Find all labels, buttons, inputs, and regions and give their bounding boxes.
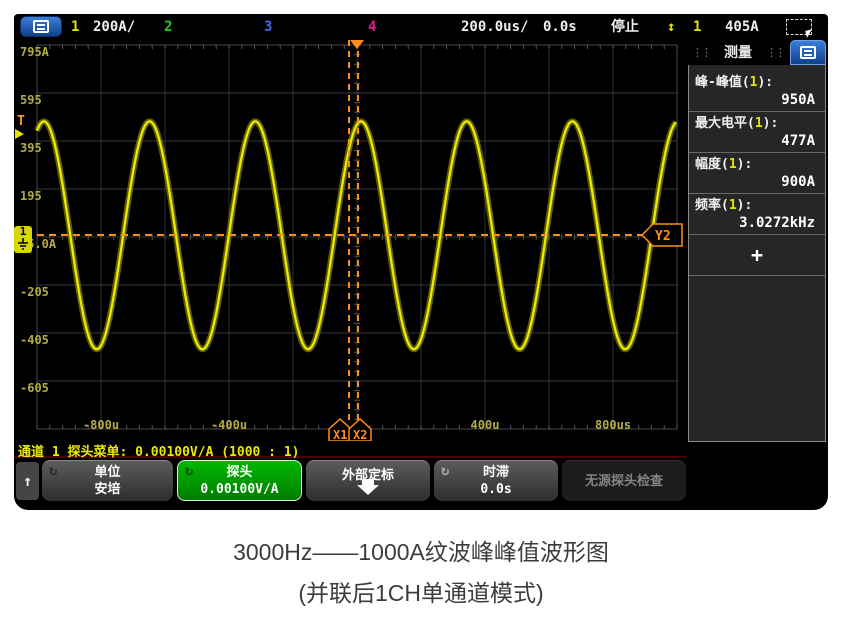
channel-3-label[interactable]: 3 (264, 19, 273, 35)
measurement-label: 峰-峰值(1): (695, 75, 774, 90)
trigger-position-marker-icon[interactable] (350, 40, 364, 49)
cursor-y2-label: Y2 (655, 229, 671, 244)
x-axis-label: -800u (82, 418, 120, 432)
caption-line-1: 3000Hz——1000A纹波峰峰值波形图 (233, 539, 609, 565)
channel-1-marker-number: 1 (19, 225, 27, 238)
y-axis-label: -405 (20, 333, 49, 347)
softkey-probe-check-button: 无源探头检查 (562, 460, 686, 501)
x-axis-label: -400u (210, 418, 248, 432)
y-axis-label: 195 (20, 189, 42, 203)
trigger-t-label: T (17, 114, 25, 129)
cursor-x2-label: X2 (353, 428, 367, 442)
waveform-plot: Y2 X1 X2 (34, 40, 683, 442)
y-axis-label: 395 (20, 141, 42, 155)
rotate-knob-icon: ↻ (441, 463, 450, 479)
measurement-value: 477A (781, 133, 815, 149)
y-axis-label: -605 (20, 381, 49, 395)
trigger-level-marker-icon[interactable] (15, 129, 24, 139)
menu-icon (33, 20, 49, 33)
panel-title: 测量 (724, 45, 752, 61)
measurement-row: 幅度(1): 900A (689, 153, 825, 194)
caption: 3000Hz——1000A纹波峰峰值波形图 (并联后1CH单通道模式) (0, 532, 842, 614)
measurement-row: 频率(1): 3.0272kHz (689, 194, 825, 235)
delay-value-label[interactable]: 0.0s (543, 19, 577, 35)
waveform-trace (35, 120, 677, 351)
y-axis-label: 795A (20, 45, 49, 59)
cursor-y2-tag[interactable] (640, 223, 683, 247)
main-menu-button[interactable] (20, 16, 62, 37)
timebase-label[interactable]: 200.0us/ (461, 19, 529, 35)
panel-grip-left: ⋮⋮ (692, 45, 712, 59)
rotate-knob-icon: ↻ (49, 463, 58, 479)
channel-2-label[interactable]: 2 (164, 19, 173, 35)
cursor-x2-tag[interactable] (348, 417, 372, 442)
measurement-row: 峰-峰值(1): 950A (689, 71, 825, 112)
cursor-x1-label: X1 (333, 428, 347, 442)
measure-panel: 峰-峰值(1): 950A 最大电平(1): 477A 幅度(1): 900A … (688, 65, 826, 442)
cursor-pointer-icon (805, 29, 814, 38)
measurement-row: 最大电平(1): 477A (689, 112, 825, 153)
ground-symbol-icon (18, 238, 28, 250)
status-line: 通道 1 探头菜单: 0.00100V/A (1000 : 1) (14, 441, 686, 460)
trigger-source-label[interactable]: 1 (693, 19, 702, 35)
y-axis-label: 595 (20, 93, 42, 107)
panel-list-icon (800, 46, 816, 59)
trigger-updown-icon: ↕ (667, 19, 676, 35)
down-arrow-icon (357, 479, 379, 495)
channel-1-label[interactable]: 1 (71, 19, 80, 35)
softkey-external-scale-button[interactable]: 外部定标 (306, 460, 430, 501)
measurement-label: 最大电平(1): (695, 116, 779, 131)
measure-panel-header: ⋮⋮ 测量 ⋮⋮ (688, 40, 788, 64)
channel-1-ground-marker[interactable]: 1 (14, 226, 32, 253)
channel-1-scale[interactable]: 200A/ (93, 19, 136, 35)
x-axis-label: 800us (594, 418, 632, 432)
x-axis-label: 400u (470, 418, 500, 432)
selection-box-icon[interactable] (786, 19, 814, 38)
oscilloscope-screenshot: 1 200A/ 2 3 4 200.0us/ 0.0s 停止 ↕ 1 405A … (14, 14, 828, 510)
run-state-label: 停止 (611, 19, 639, 35)
measurement-value: 900A (781, 174, 815, 190)
measurement-label: 频率(1): (695, 198, 753, 213)
add-measurement-button[interactable]: + (689, 235, 825, 276)
softkey-delay-button[interactable]: ↻ 时滞 0.0s (434, 460, 558, 501)
y-axis-label: -205 (20, 285, 49, 299)
measurement-value: 3.0272kHz (739, 215, 815, 231)
softkey-probe-button[interactable]: ↻ 探头 0.00100V/A (177, 460, 302, 501)
caption-line-2: (并联后1CH单通道模式) (298, 580, 544, 606)
softkey-unit-button[interactable]: ↻ 单位 安培 (42, 460, 173, 501)
panel-menu-button[interactable] (790, 40, 826, 65)
panel-grip-right: ⋮⋮ (766, 45, 786, 59)
trigger-level-label[interactable]: 405A (725, 19, 759, 35)
softkey-back-button[interactable]: ↑ (16, 462, 39, 500)
measurement-value: 950A (781, 92, 815, 108)
channel-4-label[interactable]: 4 (368, 19, 377, 35)
rotate-knob-icon: ↻ (185, 463, 194, 479)
measurement-label: 幅度(1): (695, 157, 753, 172)
